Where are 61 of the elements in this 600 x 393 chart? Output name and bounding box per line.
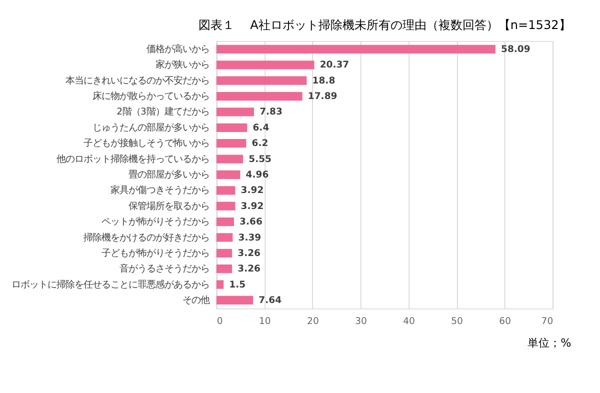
bar [216, 154, 244, 164]
x-tick-label: 70 [541, 316, 554, 327]
y-tick-label: 家具が傷つきそうだから [110, 185, 210, 196]
bar [216, 233, 233, 242]
y-tick-label: 畳の部屋が多いから [128, 169, 210, 180]
y-tick-label: 家が狭いから [155, 60, 210, 71]
bar [216, 296, 254, 305]
y-tick-label: 掃除機をかけるのが好きだから [83, 232, 210, 244]
text: 単位；% [528, 336, 572, 350]
data-label: 7.64 [258, 295, 282, 306]
y-tick-label: 床に物が散らかっているから [92, 91, 210, 102]
y-tick-label: その他 [182, 295, 210, 306]
y-tick-label: 子どもが怖がりそうだから [101, 248, 210, 259]
data-label: 6.4 [252, 122, 270, 134]
data-label: 58.09 [501, 44, 530, 55]
data-label: 5.55 [248, 154, 272, 165]
data-label: 3.26 [238, 264, 261, 275]
y-tick-label: 保管場所を取るから [128, 200, 210, 212]
y-tick-label: 他のロボット掃除機を持っているから [56, 154, 210, 165]
y-tick-label: 2階（3階）建てだから [116, 106, 210, 118]
bar [216, 280, 224, 289]
bar [216, 248, 232, 258]
y-tick-label: 音がうるさそうだから [119, 264, 210, 275]
y-tick-label: じゅうたんの部屋が多いから [92, 122, 210, 134]
bar [216, 44, 496, 54]
y-tick-label: ペットが怖がりそうだから [101, 216, 210, 228]
bar [216, 108, 254, 116]
bar [216, 217, 234, 226]
bar [216, 92, 302, 101]
bar [216, 186, 236, 195]
bar [216, 264, 232, 274]
data-label: 6.2 [252, 138, 268, 150]
data-label: 4.96 [246, 169, 269, 180]
y-tick-label: 子どもが接触しそうで怖いから [83, 138, 210, 150]
data-label: 3.26 [238, 248, 261, 259]
x-tick-label: 50 [451, 316, 464, 327]
data-label: 3.39 [238, 232, 262, 244]
x-tick-label: 60 [499, 316, 512, 327]
data-label: 20.37 [320, 60, 350, 71]
chart-title: 図表１ A社ロボット掃除機未所有の理由（複数回答）【n=1532】 [198, 18, 571, 32]
bar [216, 60, 314, 70]
x-tick-label: 40 [403, 316, 415, 327]
data-label: 3.66 [240, 216, 262, 228]
y-tick-label: ロボットに掃除を任せることに罪悪感があるから [11, 279, 210, 290]
x-tick-label: 30 [355, 316, 367, 327]
x-tick-label: 10 [259, 316, 271, 327]
data-label: 7.83 [260, 106, 282, 118]
bar [216, 202, 236, 210]
data-label: 3.92 [240, 200, 264, 212]
bar [216, 139, 246, 148]
bar [216, 76, 307, 85]
data-label: 17.89 [308, 91, 338, 102]
bar [216, 170, 240, 180]
bar [216, 123, 248, 132]
data-label: 18.8 [312, 75, 336, 86]
x-tick-label: 20 [307, 316, 319, 327]
data-label: 3.92 [240, 185, 264, 196]
data-label: 1.5 [229, 279, 246, 290]
x-tick-label: 0 [216, 316, 223, 327]
y-tick-label: 価格が高いから [146, 44, 210, 55]
y-tick-label: 本当にきれいになるのか不安だから [65, 75, 210, 86]
